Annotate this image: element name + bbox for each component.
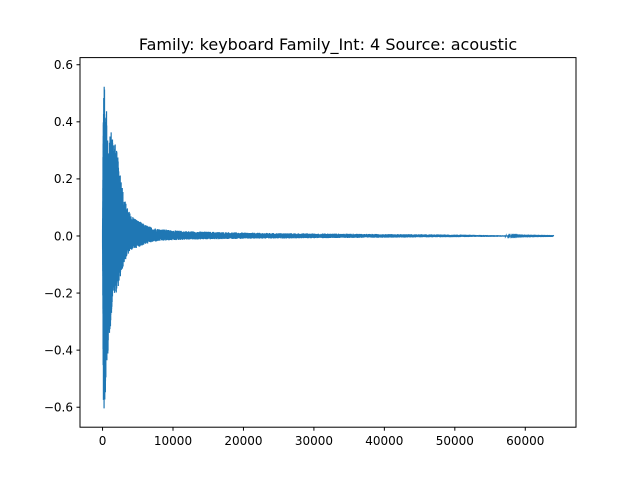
- x-tick-label: 50000: [436, 434, 474, 448]
- x-tick-label: 40000: [365, 434, 403, 448]
- y-tick-label: −0.6: [44, 401, 73, 415]
- y-tick-label: −0.2: [44, 286, 73, 300]
- x-tick-label: 20000: [224, 434, 262, 448]
- y-tick-label: 0.0: [54, 229, 73, 243]
- y-tick-label: 0.4: [54, 115, 73, 129]
- plot-area: [101, 86, 555, 409]
- x-tick-label: 60000: [506, 434, 544, 448]
- x-tick-label: 30000: [295, 434, 333, 448]
- y-axis: −0.6 −0.4 −0.2 0.0 0.2 0.4 0.6: [44, 58, 80, 415]
- axes-frame: [79, 57, 577, 428]
- x-tick-label: 10000: [154, 434, 192, 448]
- chart-title: Family: keyboard Family_Int: 4 Source: a…: [139, 35, 517, 55]
- y-tick-label: 0.2: [54, 172, 73, 186]
- x-axis: 0 10000 20000 30000 40000 50000 60000: [99, 427, 544, 448]
- y-tick-label: −0.4: [44, 343, 73, 357]
- x-tick-label: 0: [99, 434, 107, 448]
- waveform-series-line: [101, 86, 555, 409]
- y-tick-label: 0.6: [54, 58, 73, 72]
